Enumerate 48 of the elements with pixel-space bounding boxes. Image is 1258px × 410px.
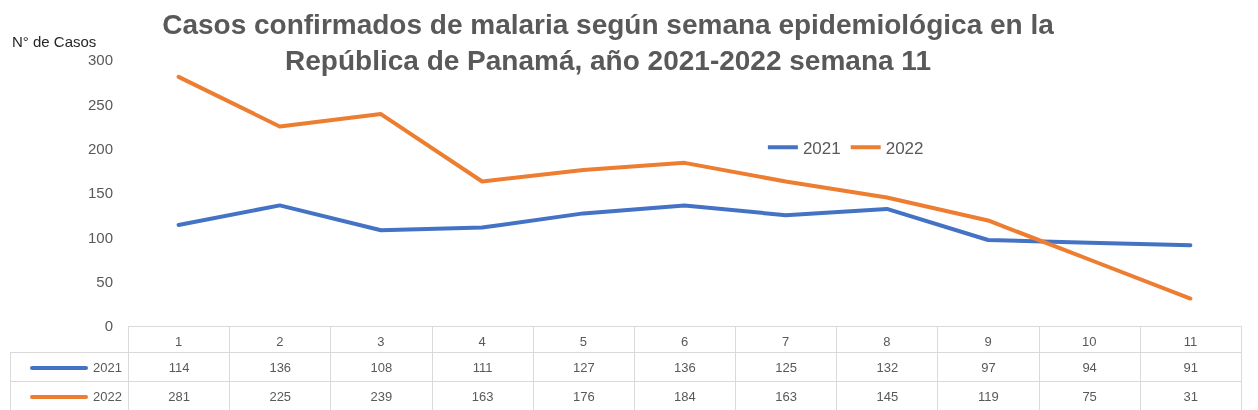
x-tick-label: 5 — [579, 334, 587, 349]
x-tick-label: 10 — [1082, 334, 1097, 349]
data-label: 184 — [634, 381, 736, 410]
data-label: 136 — [229, 352, 331, 382]
data-label: 125 — [735, 352, 837, 382]
data-label: 176 — [533, 381, 635, 410]
y-tick-label: 100 — [87, 228, 113, 246]
x-tick-label: 4 — [478, 334, 486, 349]
y-tick-label: 50 — [96, 272, 113, 290]
text: 2022 — [93, 389, 122, 405]
data-label: 281 — [128, 381, 230, 410]
x-tick-label: 1 — [174, 334, 183, 349]
y-tick-label: 0 — [104, 317, 113, 335]
data-label: 132 — [836, 352, 938, 382]
data-label: 108 — [330, 352, 433, 382]
data-label: 163 — [432, 381, 534, 410]
y-tick-label: 250 — [87, 95, 113, 113]
data-label: 91 — [1140, 352, 1242, 382]
data-label: 94 — [1039, 352, 1141, 382]
x-tick-label: 8 — [883, 334, 891, 349]
data-label: 114 — [128, 352, 230, 382]
data-label: 239 — [330, 381, 433, 410]
data-label: 111 — [432, 352, 534, 382]
y-tick-label: 150 — [87, 184, 113, 202]
data-label: 136 — [634, 352, 736, 382]
data-label: 119 — [937, 381, 1040, 410]
y-axis-title: N° de Casos — [12, 33, 97, 50]
x-tick-label: 9 — [984, 334, 992, 349]
line-series — [176, 203, 1193, 248]
data-label: 145 — [836, 381, 938, 410]
data-label: 75 — [1039, 381, 1141, 410]
x-tick-label: 3 — [377, 334, 385, 349]
x-tick-label: 6 — [680, 334, 689, 349]
y-tick-label: 200 — [87, 139, 113, 157]
y-tick-label: 300 — [87, 51, 113, 69]
x-tick-label: 7 — [782, 334, 790, 349]
line-series — [176, 74, 1193, 301]
x-tick-label: 2 — [276, 334, 284, 349]
data-label: 97 — [937, 352, 1040, 382]
data-label: 127 — [533, 352, 635, 382]
chart-title: Casos confirmados de malaria según semana epidemiológica en la República de Panamá, año 2021-2022 semana 11 — [162, 8, 1055, 77]
x-tick-label: 11 — [1183, 334, 1198, 349]
legend-label: 2022 — [885, 138, 924, 158]
legend-label: 2021 — [802, 138, 841, 158]
data-label: 163 — [735, 381, 837, 410]
text: 2021 — [93, 360, 122, 376]
data-label: 31 — [1140, 381, 1242, 410]
data-label: 225 — [229, 381, 331, 410]
